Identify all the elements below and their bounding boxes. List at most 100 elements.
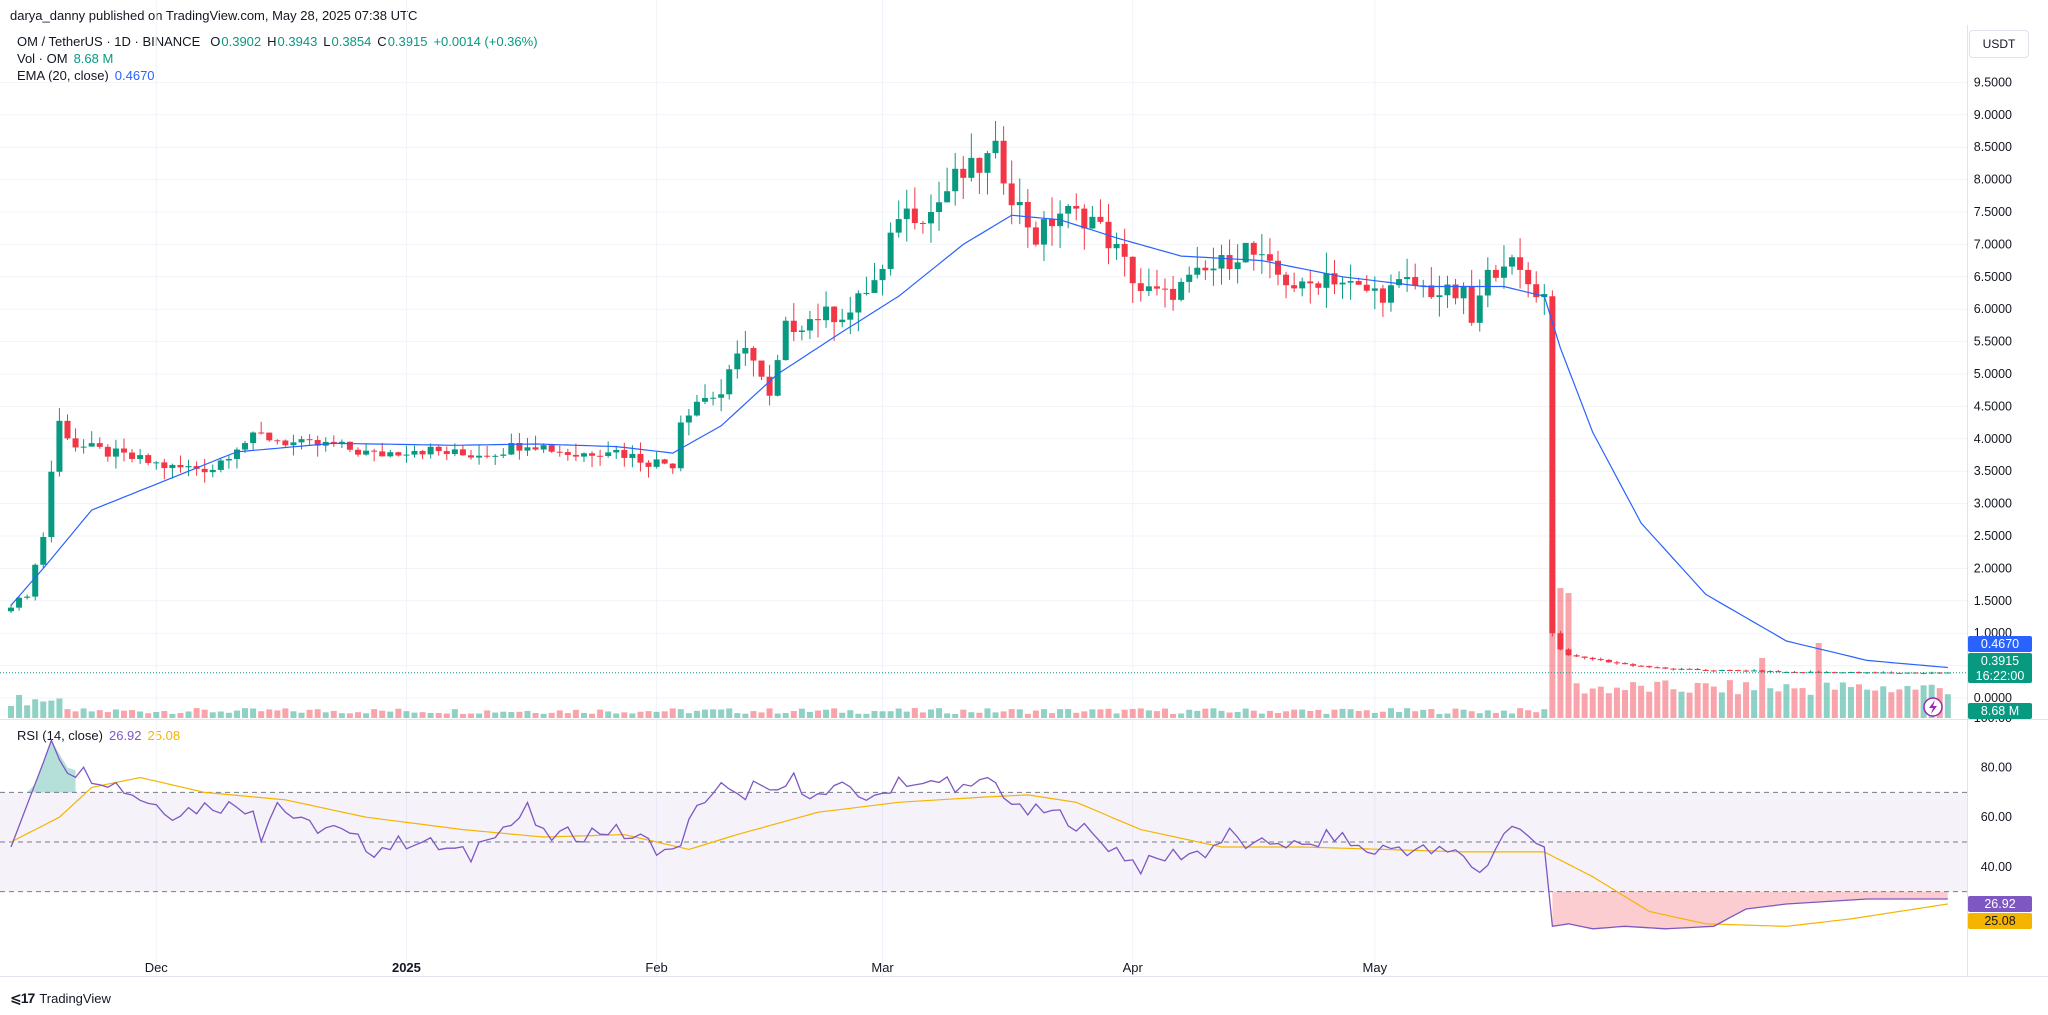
candle-body (411, 450, 418, 455)
volume-bar (1315, 709, 1322, 718)
price-axis-tick: 6.0000 (1974, 302, 2012, 316)
candle-body (242, 443, 249, 450)
volume-bar (613, 713, 620, 718)
candle-body (120, 448, 127, 453)
volume-bar (1799, 688, 1806, 718)
candle-body (1743, 670, 1750, 672)
ema-legend[interactable]: EMA (20, close) 0.4670 (17, 68, 161, 83)
candle-body (476, 455, 483, 458)
candle-body (1670, 668, 1677, 670)
volume-bar (443, 713, 450, 718)
candle-body (1371, 288, 1378, 291)
rsi-value-badge: 26.92 (1968, 896, 2032, 912)
volume-bar (1815, 643, 1822, 718)
candle-body (661, 459, 668, 464)
candle-body (831, 306, 838, 323)
candle-body (1484, 269, 1491, 296)
rsi-legend[interactable]: RSI (14, close) 26.92 25.08 (17, 728, 186, 743)
candle-body (815, 319, 821, 321)
candle-body (1363, 284, 1370, 291)
candle-body (443, 451, 450, 455)
candle-body (1452, 284, 1459, 299)
volume-bar (419, 712, 426, 718)
ema-path (10, 214, 1948, 669)
symbol-label[interactable]: OM / TetherUS · 1D · BINANCE (17, 34, 201, 49)
volume-bar (1040, 709, 1047, 718)
candle-body (1775, 671, 1782, 673)
candle-body (1024, 202, 1031, 228)
open-value: 0.3902 (221, 34, 262, 49)
candle-body (282, 440, 289, 446)
volume-bar (556, 710, 563, 718)
candle-body (40, 537, 47, 565)
candle-body (1549, 296, 1556, 634)
candle-body (403, 454, 410, 456)
candle-body (1355, 281, 1362, 285)
candle-body (1226, 255, 1233, 270)
volume-bar (1049, 713, 1056, 718)
volume-bar (1896, 689, 1903, 718)
volume-bar (1734, 694, 1741, 718)
candle-body (952, 168, 959, 192)
volume-bar (233, 710, 240, 718)
volume-bar (839, 712, 846, 718)
candle-body (274, 440, 281, 442)
volume-bar (960, 709, 967, 718)
candlesticks (8, 120, 1951, 675)
currency-unit-button[interactable]: USDT (1969, 30, 2029, 58)
candle-body (355, 449, 362, 455)
volume-bar (88, 711, 95, 718)
volume-bar (1694, 682, 1701, 718)
candle-body (185, 466, 192, 468)
volume-bar (314, 709, 321, 718)
volume-bar (524, 710, 531, 718)
volume-bar (500, 711, 507, 718)
candle-body (1622, 663, 1628, 665)
candle-body (1202, 267, 1209, 271)
candle-body (1726, 669, 1733, 671)
volume-bar (209, 712, 216, 718)
candle-body (1242, 242, 1249, 263)
candle-body (936, 202, 943, 213)
volume-bar (1912, 689, 1919, 718)
candle-body (637, 453, 644, 463)
candle-body (863, 292, 870, 294)
volume-bar (1468, 711, 1475, 718)
volume-bar (1759, 658, 1766, 718)
candle-body (1404, 277, 1411, 280)
tradingview-logo[interactable]: ⩽17 TradingView (10, 990, 111, 1007)
rsi-ma-value: 25.08 (147, 728, 181, 743)
candle-body (1799, 672, 1806, 674)
candle-body (459, 449, 466, 456)
candle-body (911, 208, 918, 224)
candle-body (1581, 656, 1588, 658)
volume-bar (637, 711, 644, 718)
candle-body (1121, 243, 1128, 257)
candle-body (1412, 277, 1419, 286)
candle-body (1444, 284, 1451, 296)
volume-legend[interactable]: Vol · OM 8.68 M (17, 51, 119, 66)
candle-body (161, 462, 168, 469)
candle-body (750, 347, 757, 361)
volume-bar (1242, 708, 1249, 718)
grid-lines (0, 0, 1967, 976)
low-value: 0.3854 (331, 34, 372, 49)
lightning-icon[interactable] (1923, 697, 1943, 717)
candle-body (1274, 260, 1281, 275)
volume-bar (1105, 708, 1112, 718)
rsi-ma-badge-text: 25.08 (1984, 914, 2015, 928)
price-axis-tick: 5.0000 (1974, 367, 2012, 381)
volume-bar (1920, 685, 1927, 718)
volume-bar (96, 710, 103, 718)
volume-bars (8, 546, 1951, 718)
volume-bar (750, 711, 757, 718)
volume-bar (798, 708, 805, 718)
candle-body (1210, 268, 1217, 271)
volume-bar (1702, 683, 1709, 718)
candle-body (540, 445, 547, 450)
candle-body (1509, 257, 1516, 267)
volume-bar (169, 713, 176, 718)
candle-body (1783, 671, 1790, 673)
candle-body (589, 453, 596, 456)
